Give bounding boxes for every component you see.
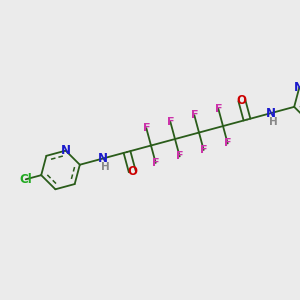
Text: N: N: [294, 81, 300, 94]
Text: F: F: [200, 145, 207, 155]
Text: N: N: [98, 152, 108, 165]
Text: F: F: [190, 110, 198, 120]
Text: H: H: [269, 117, 278, 127]
Text: O: O: [127, 165, 137, 178]
Text: H: H: [101, 162, 110, 172]
Text: Cl: Cl: [20, 173, 32, 186]
Text: F: F: [224, 139, 231, 148]
Text: O: O: [237, 94, 247, 107]
Text: N: N: [61, 144, 71, 157]
Text: F: F: [152, 158, 159, 168]
Text: F: F: [214, 104, 222, 114]
Text: F: F: [142, 123, 150, 133]
Text: N: N: [266, 106, 276, 120]
Text: F: F: [176, 152, 183, 161]
Text: F: F: [167, 117, 174, 127]
